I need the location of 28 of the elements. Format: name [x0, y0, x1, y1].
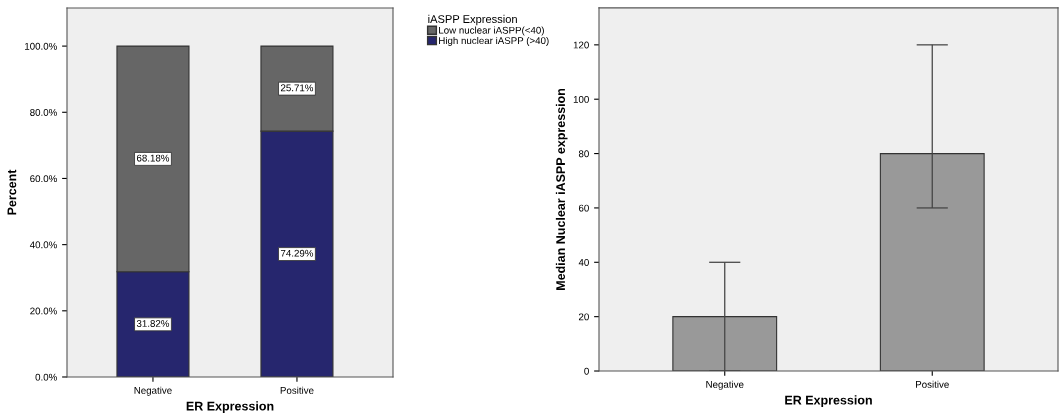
y-axis-title: Median Nuclear iASPP expression [555, 88, 568, 290]
x-tick-label: Positive [916, 380, 949, 388]
x-tick-label: Negative [706, 380, 744, 390]
y-tick-label: 40.0% [29, 241, 57, 249]
y-tick-label: 20.0% [30, 307, 57, 315]
y-tick-label: 100.0% [25, 42, 57, 50]
y-tick-label: 80.0% [30, 109, 57, 116]
y-tick-label: 80 [578, 150, 589, 158]
legend-label: Low nuclear iASPP(<40) [439, 26, 544, 36]
data-label: 31.82% [136, 320, 170, 327]
x-axis-title: ER Expression [186, 401, 274, 413]
data-label: 74.29% [280, 249, 314, 257]
y-tick-label: 100 [573, 95, 589, 103]
y-tick-label: 60.0% [30, 175, 57, 183]
legend-label: High nuclear iASPP (>40) [439, 36, 549, 46]
y-tick-label: 120 [573, 41, 589, 49]
x-tick-label: Negative [134, 386, 172, 396]
x-tick-label: Positive [280, 386, 314, 394]
y-axis-title: Percent [7, 169, 17, 215]
x-axis-title: ER Expression [785, 395, 872, 407]
y-tick-label: 40 [578, 259, 589, 266]
data-label: 25.71% [280, 84, 314, 92]
data-label: 68.18% [136, 154, 170, 162]
y-tick-label: 0.0% [35, 373, 57, 381]
y-tick-label: 0 [584, 367, 589, 375]
y-tick-label: 60 [578, 204, 589, 212]
legend-title: iASPP Expression [428, 14, 517, 26]
y-tick-label: 20 [578, 313, 589, 321]
